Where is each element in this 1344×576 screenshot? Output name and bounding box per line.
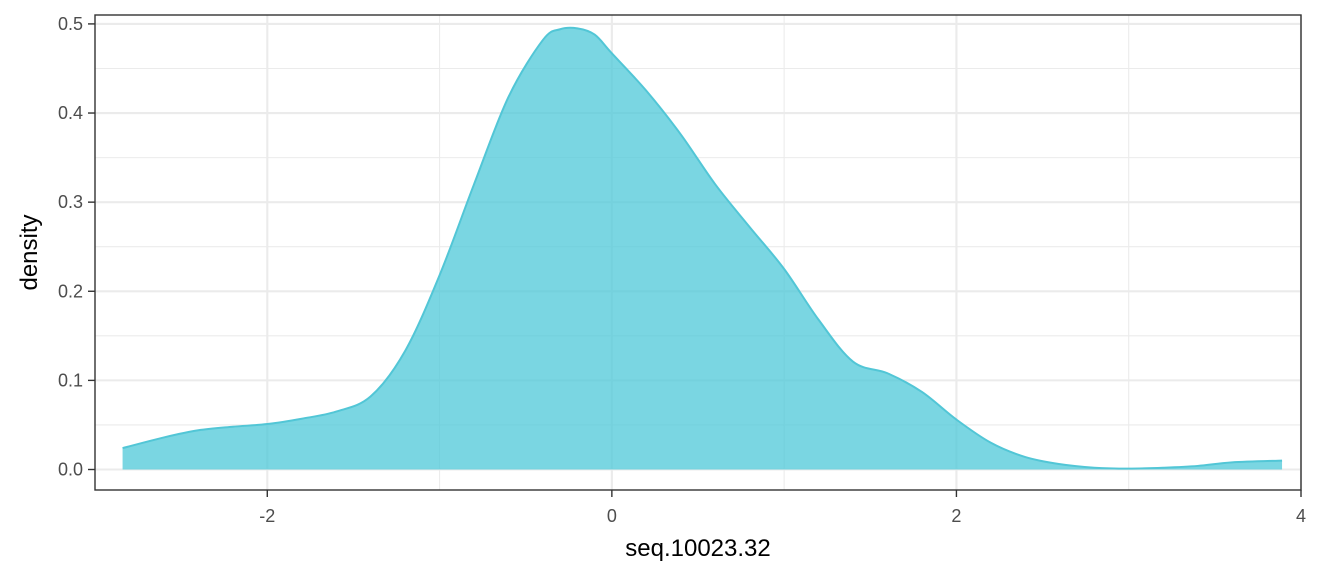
density-area-layer xyxy=(122,26,1283,470)
x-tick-label: 4 xyxy=(1296,506,1306,526)
x-tick-label: 2 xyxy=(951,506,961,526)
x-axis-title: seq.10023.32 xyxy=(625,535,770,562)
x-tick-label: -2 xyxy=(259,506,275,526)
x-tick-label: 0 xyxy=(607,506,617,526)
density-curve xyxy=(122,26,1283,470)
y-axis-title: density xyxy=(16,214,43,290)
y-tick-label: 0.0 xyxy=(58,460,83,480)
panel-border xyxy=(94,14,1302,491)
y-tick-label: 0.2 xyxy=(58,281,83,301)
y-tick-label: 0.3 xyxy=(58,192,83,212)
y-tick-label: 0.5 xyxy=(58,14,83,34)
y-tick-label: 0.1 xyxy=(58,370,83,390)
axis-ticks: -2 0 2 4 0.0 0.1 0.2 0.3 0.4 0.5 xyxy=(58,14,1306,526)
y-tick-label: 0.4 xyxy=(58,103,83,123)
density-area xyxy=(122,27,1283,470)
